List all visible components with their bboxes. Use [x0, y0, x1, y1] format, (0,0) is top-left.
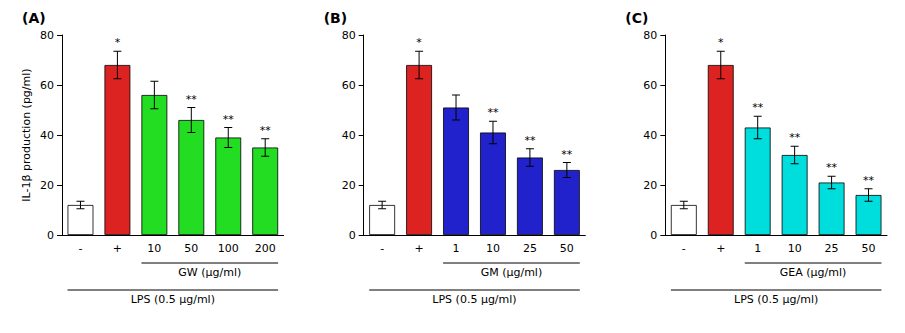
svg-text:0: 0: [349, 229, 356, 242]
svg-text:+: +: [716, 242, 725, 255]
svg-text:**: **: [223, 113, 235, 126]
svg-text:20: 20: [40, 179, 54, 192]
svg-text:0: 0: [47, 229, 54, 242]
svg-text:50: 50: [560, 242, 574, 255]
svg-text:40: 40: [40, 129, 54, 142]
svg-text:*: *: [718, 36, 724, 49]
svg-text:80: 80: [40, 29, 54, 42]
svg-text:**: **: [752, 101, 764, 114]
svg-text:10: 10: [788, 242, 802, 255]
svg-text:LPS (0.5 μg/ml): LPS (0.5 μg/ml): [131, 293, 215, 306]
svg-text:60: 60: [342, 79, 356, 92]
svg-text:-: -: [78, 242, 82, 255]
svg-text:**: **: [863, 174, 875, 187]
svg-text:LPS (0.5 μg/ml): LPS (0.5 μg/ml): [734, 293, 818, 306]
svg-text:1: 1: [754, 242, 761, 255]
svg-text:+: +: [113, 242, 122, 255]
svg-text:80: 80: [643, 29, 657, 42]
svg-text:*: *: [416, 36, 422, 49]
svg-text:60: 60: [643, 79, 657, 92]
svg-text:**: **: [487, 106, 499, 119]
svg-text:-: -: [380, 242, 384, 255]
svg-text:25: 25: [523, 242, 537, 255]
svg-text:1: 1: [453, 242, 460, 255]
svg-text:60: 60: [40, 79, 54, 92]
svg-text:50: 50: [184, 242, 198, 255]
svg-text:**: **: [789, 131, 801, 144]
svg-text:**: **: [524, 134, 536, 147]
svg-text:**: **: [561, 148, 573, 161]
svg-text:*: *: [115, 36, 121, 49]
svg-text:40: 40: [643, 129, 657, 142]
svg-text:(C): (C): [625, 10, 648, 26]
svg-text:20: 20: [643, 179, 657, 192]
svg-text:IL-1β production (pg/ml): IL-1β production (pg/ml): [20, 68, 33, 201]
svg-text:50: 50: [862, 242, 876, 255]
svg-text:(B): (B): [324, 10, 347, 26]
svg-text:100: 100: [218, 242, 239, 255]
svg-text:LPS (0.5 μg/ml): LPS (0.5 μg/ml): [432, 293, 516, 306]
svg-text:**: **: [260, 124, 272, 137]
svg-text:+: +: [414, 242, 423, 255]
svg-text:80: 80: [342, 29, 356, 42]
svg-text:GM (μg/ml): GM (μg/ml): [481, 266, 543, 279]
svg-text:(A): (A): [22, 10, 46, 26]
svg-text:0: 0: [650, 229, 657, 242]
svg-text:25: 25: [825, 242, 839, 255]
svg-text:40: 40: [342, 129, 356, 142]
svg-text:GEA (μg/ml): GEA (μg/ml): [780, 266, 847, 279]
svg-text:10: 10: [486, 242, 500, 255]
svg-text:200: 200: [255, 242, 276, 255]
svg-text:10: 10: [147, 242, 161, 255]
svg-text:20: 20: [342, 179, 356, 192]
svg-text:**: **: [826, 161, 838, 174]
svg-text:GW (μg/ml): GW (μg/ml): [178, 266, 241, 279]
svg-text:-: -: [682, 242, 686, 255]
svg-text:**: **: [186, 93, 198, 106]
